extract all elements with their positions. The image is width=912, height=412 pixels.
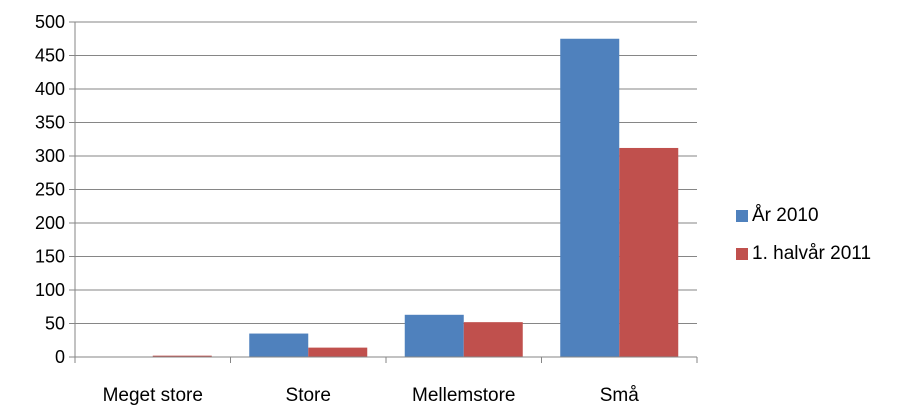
y-tick-label: 0 bbox=[55, 347, 65, 367]
y-tick-label: 150 bbox=[35, 247, 65, 267]
y-tick-label: 100 bbox=[35, 280, 65, 300]
y-tick-label: 350 bbox=[35, 113, 65, 133]
x-axis-labels: Meget store Store Mellemstore Små bbox=[103, 385, 640, 406]
bar bbox=[249, 333, 309, 357]
legend-swatch-series-1 bbox=[736, 210, 748, 222]
bar bbox=[152, 355, 212, 357]
bar bbox=[308, 347, 368, 357]
y-axis-ticks: 0 50 100 150 200 250 300 350 400 450 500 bbox=[35, 12, 65, 367]
bar bbox=[560, 38, 620, 357]
legend-label-series-1: År 2010 bbox=[752, 205, 819, 226]
legend-item-series-1: År 2010 bbox=[736, 197, 871, 235]
legend: År 2010 1. halvår 2011 bbox=[736, 197, 871, 273]
y-tick-label: 450 bbox=[35, 46, 65, 66]
legend-label-series-2: 1. halvår 2011 bbox=[752, 243, 872, 264]
y-tick-label: 500 bbox=[35, 12, 65, 32]
y-tick-label: 250 bbox=[35, 180, 65, 200]
bar bbox=[463, 322, 523, 357]
y-tick-label: 300 bbox=[35, 146, 65, 166]
bar bbox=[404, 314, 464, 357]
bars bbox=[152, 38, 679, 357]
x-category-label: Små bbox=[600, 385, 640, 406]
x-category-label: Mellemstore bbox=[412, 385, 515, 406]
x-category-label: Meget store bbox=[103, 385, 203, 406]
y-tick-label: 400 bbox=[35, 79, 65, 99]
legend-swatch-series-2 bbox=[736, 248, 748, 260]
y-tick-label: 200 bbox=[35, 213, 65, 233]
y-tick-label: 50 bbox=[45, 314, 65, 334]
legend-item-series-2: 1. halvår 2011 bbox=[736, 235, 871, 273]
axes bbox=[74, 22, 698, 363]
x-category-label: Store bbox=[286, 385, 331, 406]
bar bbox=[619, 147, 679, 357]
